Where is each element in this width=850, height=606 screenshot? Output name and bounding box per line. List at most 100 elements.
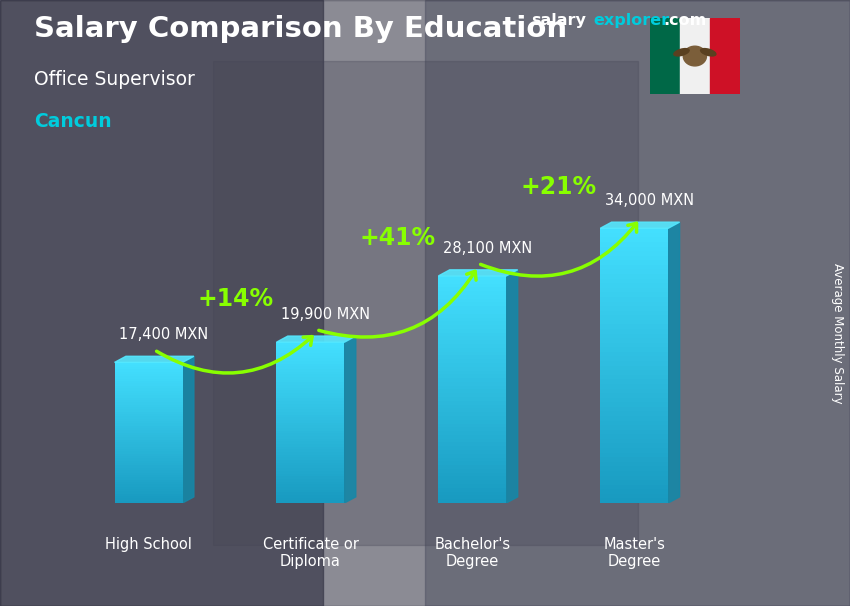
Bar [600,467,668,471]
Text: Master's
Degree: Master's Degree [604,537,666,569]
Bar [600,379,668,384]
Bar [276,476,344,479]
Bar [600,453,668,457]
Bar [439,435,507,439]
Bar [276,484,344,487]
Bar [600,356,668,361]
Bar [212,61,638,545]
Bar [115,468,183,470]
Bar [439,405,507,408]
Bar [439,367,507,370]
Bar [115,475,183,477]
Bar [439,385,507,390]
Bar [276,422,344,425]
Bar [276,366,344,369]
Bar [276,465,344,468]
Ellipse shape [674,48,689,56]
Bar [439,458,507,461]
Text: .com: .com [663,13,706,28]
Bar [439,450,507,454]
Bar [439,427,507,431]
Bar [600,462,668,467]
Bar [439,306,507,310]
Bar [600,448,668,453]
Text: 28,100 MXN: 28,100 MXN [443,241,532,256]
Bar [115,386,183,388]
Bar [600,251,668,256]
Bar [276,479,344,482]
Bar [115,456,183,459]
Bar [115,489,183,491]
Bar [425,0,850,606]
Bar [600,311,668,315]
Bar [600,347,668,352]
Bar [439,321,507,325]
Text: +14%: +14% [197,287,273,311]
Bar [115,487,183,489]
Bar [115,470,183,473]
Bar [276,482,344,484]
Bar [276,382,344,385]
Bar [276,492,344,495]
Polygon shape [507,270,518,503]
Bar [115,428,183,430]
Bar [600,292,668,297]
Bar [276,409,344,412]
Bar [439,310,507,314]
Bar [276,450,344,452]
Bar [115,465,183,468]
Text: 17,400 MXN: 17,400 MXN [119,327,208,342]
Bar [600,476,668,480]
Bar [439,412,507,416]
Bar [439,416,507,420]
Bar [115,409,183,411]
Bar [439,496,507,499]
Bar [115,393,183,395]
Bar [600,320,668,324]
Bar [650,18,680,94]
Bar [276,399,344,401]
Bar [600,494,668,498]
Bar [600,411,668,416]
Bar [276,498,344,501]
Bar [276,420,344,422]
Bar [276,396,344,399]
Bar [276,350,344,353]
Bar [710,18,740,94]
Text: Average Monthly Salary: Average Monthly Salary [830,263,844,404]
Bar [276,490,344,492]
Bar [600,324,668,329]
Bar [276,447,344,450]
Bar [0,0,323,606]
Bar [600,233,668,238]
Text: explorer: explorer [593,13,670,28]
Bar [115,442,183,444]
Bar [600,421,668,425]
Bar [276,452,344,454]
Bar [276,412,344,415]
Bar [439,401,507,405]
Bar [439,344,507,348]
Bar [276,407,344,409]
Bar [439,465,507,469]
Bar [600,283,668,288]
Bar [439,476,507,481]
Bar [600,256,668,261]
Bar [276,463,344,465]
Bar [276,390,344,393]
Text: Bachelor's
Degree: Bachelor's Degree [434,537,510,569]
Bar [600,407,668,411]
Bar [276,439,344,441]
Bar [115,449,183,451]
Bar [600,315,668,320]
Bar [115,447,183,449]
Polygon shape [276,336,356,342]
Bar [600,261,668,265]
Bar [115,407,183,409]
Bar [276,428,344,431]
Bar [115,451,183,454]
Bar [115,477,183,479]
Bar [115,491,183,494]
Bar [600,416,668,421]
Bar [600,242,668,247]
